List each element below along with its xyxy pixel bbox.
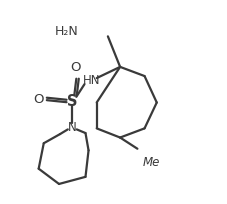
Text: O: O <box>70 61 80 74</box>
Text: O: O <box>33 92 44 105</box>
Text: S: S <box>67 93 77 109</box>
Text: H₂N: H₂N <box>54 25 78 38</box>
Text: N: N <box>68 121 76 134</box>
Text: HN: HN <box>82 73 100 86</box>
Text: Me: Me <box>142 156 159 169</box>
